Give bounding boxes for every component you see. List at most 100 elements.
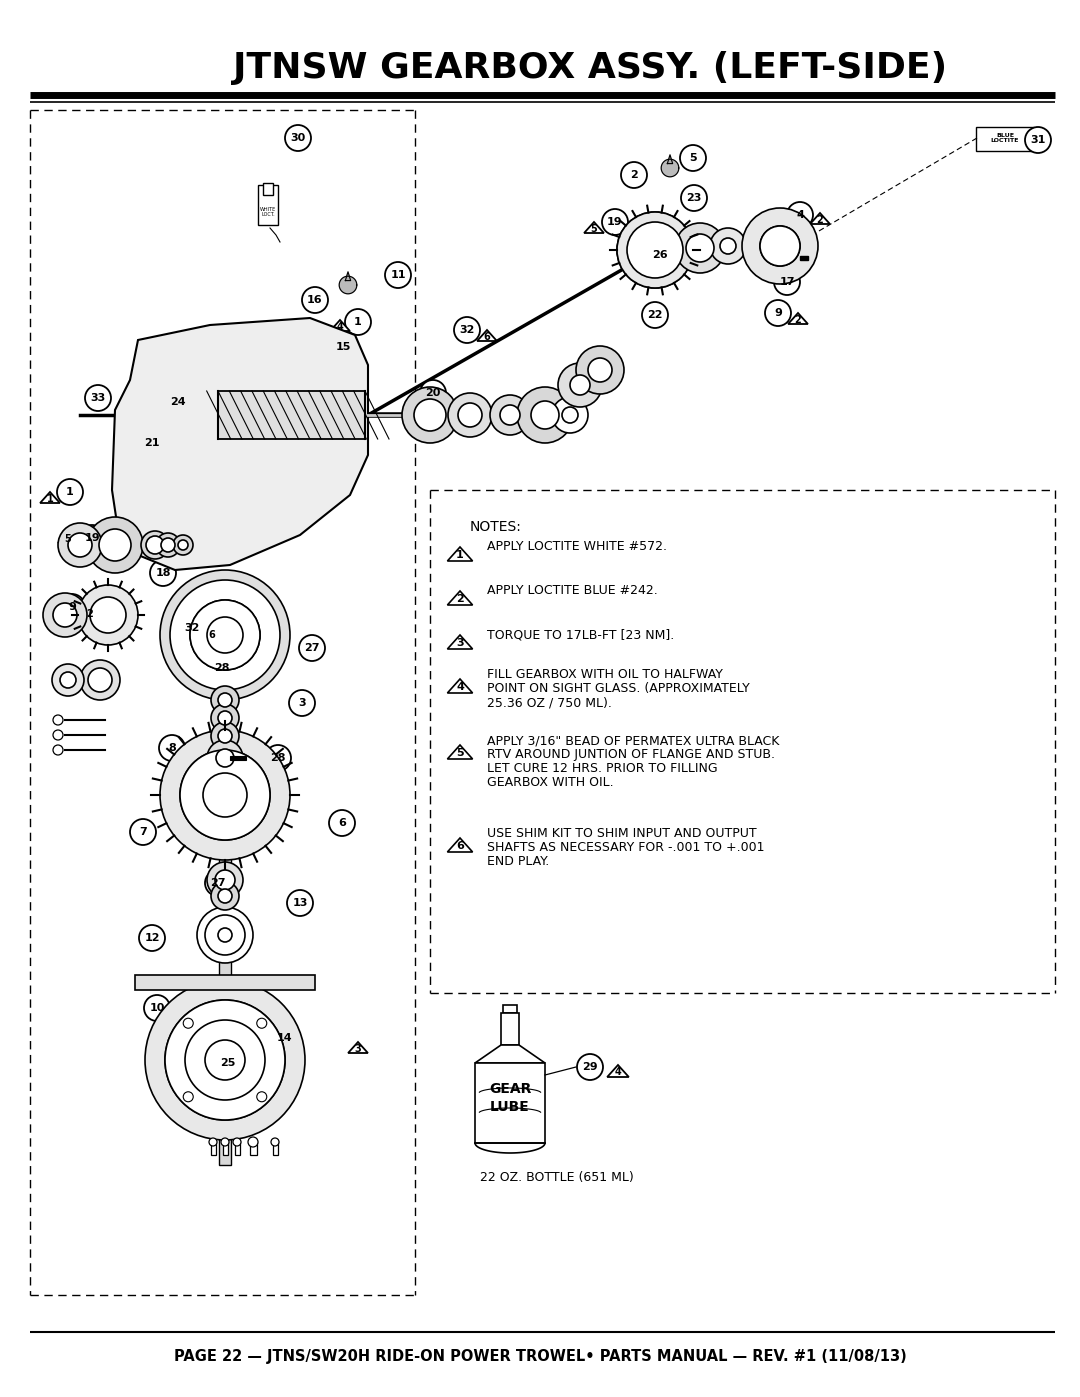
Bar — [475, 1063, 545, 1143]
Circle shape — [207, 617, 243, 652]
Polygon shape — [348, 1042, 368, 1053]
Circle shape — [170, 580, 280, 690]
Text: 31: 31 — [1030, 136, 1045, 145]
Circle shape — [185, 1020, 265, 1099]
Circle shape — [178, 541, 188, 550]
Circle shape — [384, 263, 411, 288]
Circle shape — [139, 925, 165, 951]
Bar — [501, 1013, 519, 1045]
Circle shape — [765, 300, 791, 326]
Circle shape — [414, 400, 446, 432]
Circle shape — [184, 1092, 193, 1102]
Polygon shape — [40, 492, 59, 503]
Text: 1: 1 — [354, 317, 362, 327]
Circle shape — [203, 773, 247, 817]
Text: 3: 3 — [354, 1044, 362, 1053]
Circle shape — [165, 388, 191, 415]
Text: 10: 10 — [149, 1003, 164, 1013]
Circle shape — [681, 184, 707, 211]
Polygon shape — [607, 1065, 629, 1077]
Text: 30: 30 — [291, 133, 306, 142]
Circle shape — [159, 735, 185, 761]
Circle shape — [271, 1139, 279, 1146]
Circle shape — [78, 585, 138, 645]
FancyBboxPatch shape — [976, 127, 1034, 151]
Text: FILL GEARBOX WITH OIL TO HALFWAY: FILL GEARBOX WITH OIL TO HALFWAY — [487, 668, 723, 680]
Circle shape — [102, 531, 129, 559]
Text: 5: 5 — [456, 749, 463, 759]
Circle shape — [686, 235, 714, 263]
Text: 33: 33 — [91, 393, 106, 402]
Bar — [218, 391, 365, 439]
Circle shape — [160, 570, 291, 700]
Circle shape — [59, 594, 85, 620]
Circle shape — [205, 1039, 245, 1080]
Bar — [222, 1141, 228, 1155]
Circle shape — [160, 731, 291, 861]
Text: 3: 3 — [456, 638, 463, 648]
Circle shape — [79, 525, 105, 550]
Text: 1: 1 — [66, 488, 73, 497]
Circle shape — [265, 745, 291, 771]
Polygon shape — [339, 277, 356, 293]
Polygon shape — [788, 313, 808, 324]
Circle shape — [675, 224, 725, 272]
Text: 9: 9 — [68, 602, 76, 612]
Circle shape — [205, 870, 231, 895]
Bar — [230, 756, 246, 760]
Circle shape — [180, 750, 270, 840]
Circle shape — [87, 668, 112, 692]
Text: 3: 3 — [298, 698, 306, 708]
Circle shape — [207, 862, 243, 898]
Circle shape — [760, 226, 800, 265]
Text: 5: 5 — [65, 534, 71, 543]
Circle shape — [180, 750, 270, 840]
Text: 6: 6 — [456, 841, 464, 851]
Polygon shape — [112, 319, 368, 570]
Polygon shape — [661, 159, 679, 177]
Text: 22 OZ. BOTTLE (651 ML): 22 OZ. BOTTLE (651 ML) — [480, 1171, 634, 1185]
Circle shape — [215, 1051, 241, 1076]
Circle shape — [558, 363, 602, 407]
Polygon shape — [447, 548, 473, 562]
Text: 32: 32 — [459, 326, 475, 335]
Circle shape — [647, 242, 673, 268]
Circle shape — [87, 517, 143, 573]
Circle shape — [68, 534, 92, 557]
Text: RTV AROUND JUNTION OF FLANGE AND STUB.: RTV AROUND JUNTION OF FLANGE AND STUB. — [487, 747, 775, 761]
Circle shape — [210, 1139, 217, 1146]
Circle shape — [774, 270, 800, 295]
Circle shape — [190, 599, 260, 671]
Text: APPLY 3/16" BEAD OF PERMATEX ULTRA BLACK: APPLY 3/16" BEAD OF PERMATEX ULTRA BLACK — [487, 733, 780, 747]
Circle shape — [221, 1139, 229, 1146]
Text: 12: 12 — [145, 933, 160, 943]
Circle shape — [43, 592, 87, 637]
Text: 23: 23 — [686, 193, 702, 203]
Polygon shape — [477, 330, 497, 341]
Circle shape — [517, 387, 573, 443]
Bar — [135, 975, 315, 990]
Circle shape — [207, 617, 243, 652]
Circle shape — [627, 222, 683, 278]
Text: 14: 14 — [278, 1032, 293, 1044]
Text: 2: 2 — [795, 314, 801, 324]
Circle shape — [218, 711, 232, 725]
Text: 26: 26 — [652, 250, 667, 260]
Text: 4: 4 — [456, 682, 464, 693]
Polygon shape — [447, 636, 473, 650]
Text: TORQUE TO 17LB-FT [23 NM].: TORQUE TO 17LB-FT [23 NM]. — [487, 629, 674, 641]
Text: 28: 28 — [270, 753, 286, 763]
Text: 1: 1 — [46, 493, 53, 503]
Text: 6: 6 — [484, 331, 490, 342]
Circle shape — [197, 907, 253, 963]
Circle shape — [257, 1092, 267, 1102]
Circle shape — [602, 210, 627, 235]
Circle shape — [329, 810, 355, 835]
Text: 21: 21 — [145, 439, 160, 448]
Circle shape — [173, 535, 193, 555]
Polygon shape — [202, 629, 221, 638]
Bar — [249, 1141, 257, 1155]
Polygon shape — [58, 532, 78, 543]
Polygon shape — [447, 745, 473, 759]
Circle shape — [146, 536, 164, 555]
